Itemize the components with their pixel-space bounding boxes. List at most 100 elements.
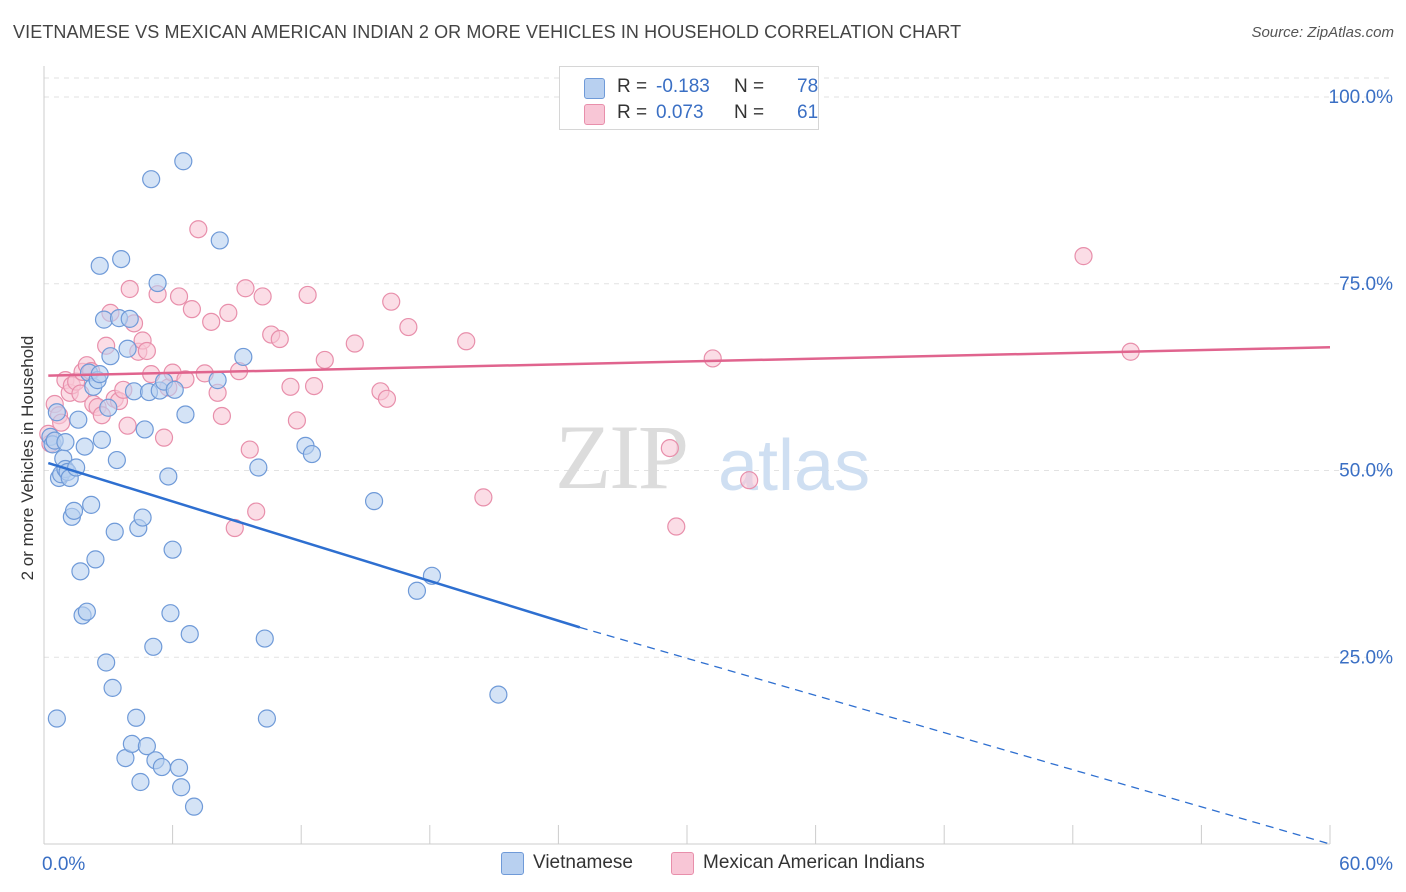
vietnamese-point [82, 495, 101, 514]
watermark-atlas: atlas [718, 426, 870, 506]
mexican-american-indians-point [212, 406, 231, 426]
mexican-american-indians-point [253, 287, 272, 306]
bottom-legend-label: Vietnamese [533, 852, 633, 873]
legend-n-label: N = [734, 102, 765, 123]
y-tick-label: 75.0% [1339, 274, 1393, 295]
legend-n-value: 78 [797, 76, 819, 97]
mexican-american-indians-point [377, 389, 397, 408]
legend-n-label: N = [734, 76, 765, 97]
mexican-american-indians-point [189, 220, 208, 239]
mexican-american-indians-point [137, 341, 156, 361]
vietnamese-point [77, 602, 96, 621]
y-tick-label: 25.0% [1339, 647, 1393, 668]
mexican-american-indians-point [667, 517, 686, 536]
mexican-american-indians-point [315, 350, 334, 370]
mexican-american-indians-point [1074, 247, 1093, 266]
vietnamese-point [234, 347, 253, 367]
vietnamese-point [255, 629, 274, 648]
vietnamese-point [135, 420, 154, 439]
chart-source: Source: ZipAtlas.com [1251, 24, 1394, 41]
mexican-american-indians-point [281, 377, 300, 396]
watermark-zip: ZIP [555, 406, 687, 508]
mexican-american-indians-point [118, 416, 137, 435]
vietnamese-point [169, 758, 189, 777]
legend-n-value: 61 [797, 102, 819, 123]
vietnamese-point [210, 231, 229, 250]
vietnamese-point [97, 653, 116, 672]
vietnamese-point [364, 492, 384, 511]
vietnamese-point [184, 797, 204, 816]
vietnamese-point [208, 371, 227, 390]
vietnamese-point [163, 540, 182, 559]
mexican-american-indians-point [240, 440, 259, 459]
legend-r-value: 0.073 [656, 102, 704, 123]
bottom-legend-label: Mexican American Indians [703, 852, 925, 873]
vietnamese-point [118, 339, 137, 358]
mexican-american-indians-point [298, 285, 317, 305]
vietnamese-point [107, 450, 126, 470]
vietnamese-point [161, 604, 180, 623]
bottom-legend-swatch-blue [501, 852, 524, 875]
mexican-american-indians-point [740, 471, 759, 490]
bottom-legend-swatch-pink [671, 852, 694, 875]
vietnamese-trend-line [47, 461, 581, 629]
vietnamese-point [257, 709, 277, 728]
legend-r-value: -0.183 [656, 76, 710, 97]
vietnamese-point [86, 550, 105, 569]
vietnamese-trend-extension [579, 626, 1331, 845]
vietnamese-point [56, 433, 75, 452]
legend-r-label: R = [617, 102, 648, 123]
vietnamese-point [176, 405, 195, 424]
vietnamese-point [69, 410, 88, 429]
vietnamese-point [75, 437, 94, 456]
correlation-legend: R = -0.183 N = 78 R = 0.073 N = 61 [559, 66, 819, 130]
y-tick-label: 50.0% [1339, 461, 1393, 482]
legend-r-label: R = [617, 76, 648, 97]
vietnamese-point [131, 772, 150, 792]
vietnamese-point [105, 522, 124, 541]
mexican-american-indians-point [287, 411, 307, 430]
vietnamese-point [152, 757, 171, 777]
vietnamese-point [489, 685, 508, 704]
vietnamese-point [142, 170, 161, 189]
vietnamese-point [101, 347, 120, 366]
vietnamese-point [64, 501, 84, 520]
vietnamese-point [103, 678, 122, 697]
vietnamese-point [71, 562, 90, 581]
vietnamese-point [174, 152, 193, 171]
vietnamese-point [99, 398, 118, 417]
mexican-american-indians-point [169, 287, 189, 306]
mexican-american-indians-point [399, 317, 418, 337]
vietnamese-point [180, 624, 199, 644]
mexican-american-indians-point [202, 312, 221, 331]
legend-swatch-pink [584, 104, 605, 125]
vietnamese-point [407, 581, 427, 600]
vietnamese-point [137, 737, 156, 756]
y-axis-label: 2 or more Vehicles in Household [18, 335, 37, 581]
x-tick-label: 60.0% [1339, 854, 1393, 875]
mexican-american-indians-point [236, 279, 255, 298]
mexican-american-indians-point [154, 428, 174, 447]
vietnamese-point [165, 380, 184, 399]
vietnamese-point [249, 458, 268, 477]
mexican-american-indians-point [660, 438, 679, 458]
vietnamese-point [122, 734, 141, 754]
mexican-american-indians-point [474, 488, 493, 507]
y-tick-label: 100.0% [1329, 87, 1394, 108]
vietnamese-point [112, 249, 131, 269]
vietnamese-point [302, 444, 322, 464]
x-tick-label: 0.0% [42, 854, 85, 875]
mexican-american-indians-point [182, 300, 201, 319]
mexican-american-indians-point [345, 334, 364, 353]
mexican-american-indians-point [247, 502, 266, 521]
mexican-american-indians-point [304, 376, 324, 396]
mexican-american-indians-point [703, 349, 722, 368]
vietnamese-point [90, 256, 109, 275]
vietnamese-point [144, 637, 163, 656]
vietnamese-point [172, 778, 191, 797]
mexican-american-indians-point [382, 292, 401, 311]
mexican-american-indians-point [457, 332, 476, 351]
vietnamese-point [127, 708, 146, 727]
vietnamese-point [47, 403, 66, 422]
vietnamese-point [120, 309, 139, 328]
